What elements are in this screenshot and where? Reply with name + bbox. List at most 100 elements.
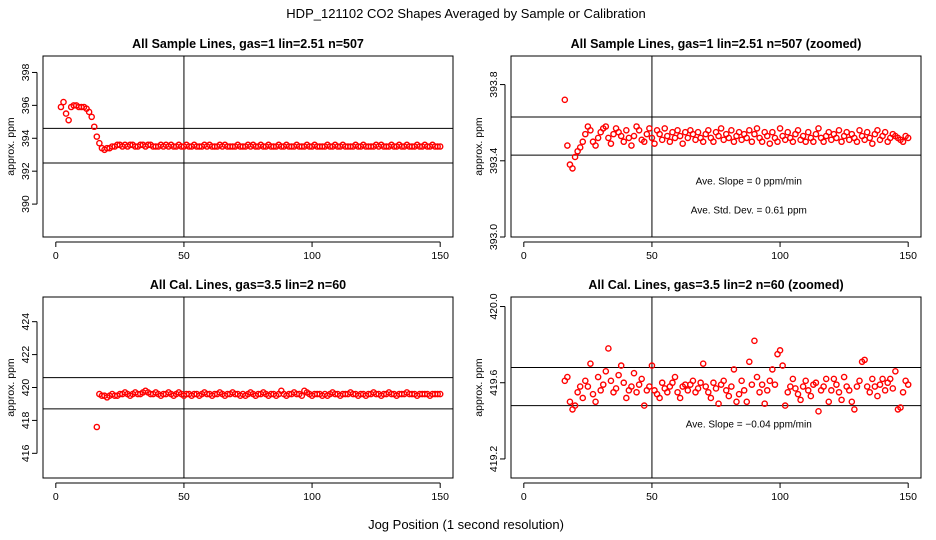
y-axis-label: approx. ppm bbox=[473, 358, 485, 417]
data-point bbox=[753, 125, 761, 132]
data-point bbox=[743, 398, 751, 406]
data-point bbox=[904, 134, 912, 142]
data-point bbox=[815, 408, 822, 415]
data-point bbox=[617, 132, 625, 140]
data-point bbox=[756, 388, 763, 396]
data-point bbox=[635, 127, 643, 134]
data-point bbox=[674, 127, 681, 134]
y-tick-label: 420.0 bbox=[488, 293, 500, 319]
data-point bbox=[822, 375, 830, 383]
data-point bbox=[904, 381, 912, 388]
data-point bbox=[648, 134, 656, 142]
data-point bbox=[866, 134, 874, 142]
data-point bbox=[646, 383, 653, 390]
data-point bbox=[869, 140, 876, 147]
data-point bbox=[594, 373, 602, 381]
data-point bbox=[635, 381, 643, 388]
data-point bbox=[812, 379, 820, 387]
data-point bbox=[746, 358, 753, 366]
data-point bbox=[594, 134, 602, 142]
data-point bbox=[828, 136, 835, 144]
data-point bbox=[804, 387, 812, 394]
data-point bbox=[789, 138, 797, 146]
data-point bbox=[589, 390, 597, 398]
plot-panel: All Cal. Lines, gas=3.5 lin=2 n=60 approx… bbox=[5, 278, 454, 503]
data-point bbox=[815, 125, 822, 132]
data-point bbox=[789, 375, 797, 383]
x-tick-label: 150 bbox=[431, 491, 449, 503]
data-point bbox=[674, 388, 681, 396]
data-point bbox=[658, 379, 666, 387]
data-point bbox=[669, 128, 676, 136]
data-point bbox=[735, 390, 743, 398]
plot-grid: All Sample Lines, gas=1 lin=2.51 n=507 ap… bbox=[5, 37, 922, 503]
data-point bbox=[434, 390, 441, 398]
data-point bbox=[828, 387, 835, 394]
data-point bbox=[794, 127, 802, 134]
data-point bbox=[584, 383, 592, 390]
data-point bbox=[871, 383, 879, 390]
x-tick-label: 0 bbox=[521, 250, 527, 262]
data-point bbox=[90, 123, 98, 131]
data-point bbox=[758, 381, 766, 388]
x-tick-label: 50 bbox=[178, 250, 190, 262]
y-tick-label: 396 bbox=[20, 96, 32, 114]
data-point bbox=[776, 347, 784, 354]
y-axis-label: approx. ppm bbox=[473, 117, 485, 176]
data-point bbox=[93, 423, 101, 431]
data-point bbox=[623, 127, 630, 134]
data-point bbox=[863, 128, 871, 136]
data-point bbox=[57, 103, 65, 111]
data-point bbox=[784, 388, 792, 396]
data-point bbox=[743, 134, 751, 142]
data-point bbox=[738, 377, 745, 385]
data-point bbox=[835, 388, 843, 396]
data-point bbox=[833, 134, 840, 142]
data-point bbox=[436, 143, 444, 150]
data-point bbox=[65, 116, 72, 124]
y-tick-label: 424 bbox=[20, 313, 32, 331]
data-point bbox=[794, 390, 802, 398]
data-point bbox=[799, 383, 807, 390]
data-point bbox=[740, 387, 748, 394]
data-point bbox=[599, 381, 607, 388]
data-point bbox=[751, 130, 758, 138]
y-axis-label: approx. ppm bbox=[5, 117, 17, 176]
data-point bbox=[838, 138, 845, 146]
plot-title: All Sample Lines, gas=1 lin=2.51 n=507 bbox=[132, 37, 364, 51]
y-tick-label: 416 bbox=[20, 444, 32, 462]
data-point bbox=[630, 132, 638, 140]
data-point bbox=[820, 138, 827, 146]
data-point bbox=[776, 125, 784, 132]
data-point bbox=[612, 385, 620, 392]
data-point bbox=[717, 125, 725, 132]
data-point bbox=[886, 375, 894, 383]
data-point bbox=[579, 394, 587, 402]
data-point bbox=[582, 377, 589, 385]
data-point bbox=[679, 140, 686, 147]
data-point bbox=[779, 362, 786, 369]
data-point bbox=[758, 138, 766, 146]
data-point bbox=[728, 127, 735, 134]
x-tick-label: 0 bbox=[53, 491, 59, 503]
plot-frame bbox=[42, 55, 454, 238]
data-point bbox=[879, 375, 886, 383]
data-point bbox=[866, 388, 874, 396]
data-point bbox=[807, 392, 815, 400]
data-point bbox=[605, 134, 612, 142]
data-point bbox=[720, 136, 727, 144]
data-point bbox=[633, 388, 640, 396]
data-point bbox=[576, 383, 584, 390]
y-tick-label: 390 bbox=[20, 195, 32, 213]
x-tick-label: 150 bbox=[431, 250, 449, 262]
data-point bbox=[658, 136, 666, 144]
data-point bbox=[833, 381, 840, 388]
data-point bbox=[881, 387, 889, 394]
data-point bbox=[838, 396, 845, 404]
data-point bbox=[664, 132, 671, 140]
data-point bbox=[792, 385, 799, 392]
x-tick-label: 0 bbox=[521, 491, 527, 503]
data-point bbox=[666, 138, 674, 146]
data-point bbox=[769, 366, 776, 373]
